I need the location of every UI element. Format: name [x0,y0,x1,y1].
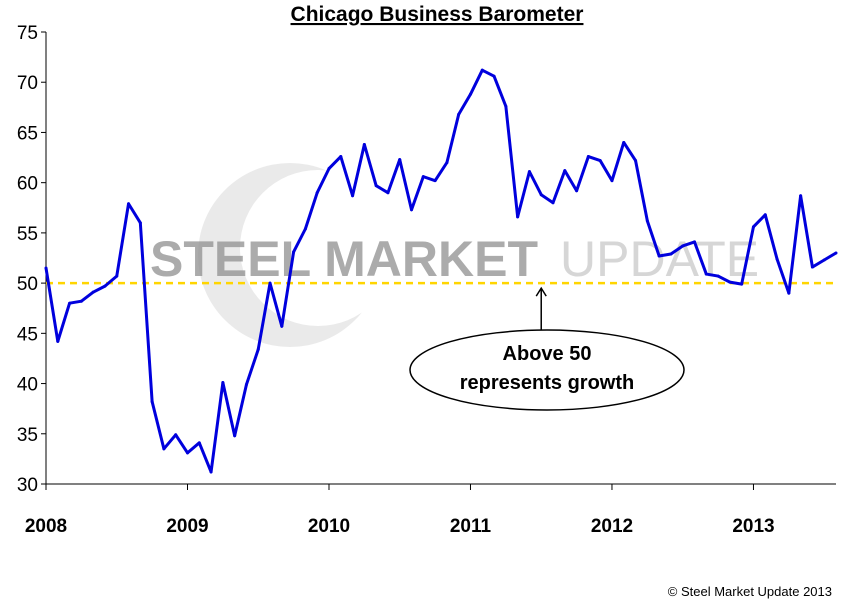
data-point [127,202,131,206]
data-point [716,274,720,278]
data-point [669,252,673,256]
y-tick-label: 45 [17,324,38,345]
data-point [233,434,237,438]
data-point [834,251,838,255]
data-point [315,191,319,195]
data-point [810,265,814,269]
data-point [209,470,213,474]
data-point [645,219,649,223]
data-point [787,291,791,295]
y-tick-label: 75 [17,23,38,44]
annotation-ellipse [409,329,685,411]
data-point [751,225,755,229]
data-point [79,299,83,303]
data-point [115,274,119,278]
watermark-circle-inner [240,170,396,326]
data-point [799,194,803,198]
copyright: © Steel Market Update 2013 [667,584,832,599]
y-tick-label: 40 [17,375,38,396]
data-point [457,112,461,116]
data-point [575,189,579,193]
annotation-line-1: Above 50 [503,343,592,365]
data-point [244,383,248,387]
data-point [221,381,225,385]
x-tick-label: 2011 [450,516,492,537]
data-point [162,447,166,451]
data-point [56,339,60,343]
data-point [174,433,178,437]
data-point [362,142,366,146]
watermark: STEEL MARKET UPDATE [150,163,759,347]
data-point [504,104,508,108]
x-tick-label: 2008 [25,516,67,537]
data-point [539,193,543,197]
x-tick-label: 2013 [732,516,774,537]
data-point [91,290,95,294]
watermark-text-light: UPDATE [560,231,759,287]
data-point [103,284,107,288]
data-point [563,169,567,173]
y-tick-label: 65 [17,123,38,144]
y-tick-label: 35 [17,425,38,446]
data-point [480,68,484,72]
data-point [398,158,402,162]
y-tick-label: 70 [17,73,38,94]
y-tick-label: 55 [17,224,38,245]
y-tick-label: 60 [17,174,38,195]
data-point [386,191,390,195]
data-point [44,266,48,270]
data-point [374,184,378,188]
data-point [433,179,437,183]
data-point [492,74,496,78]
data-point [256,347,260,351]
data-point [822,258,826,262]
series-line [44,68,837,474]
data-point [327,167,331,171]
y-tick-label: 30 [17,475,38,496]
data-point [763,213,767,217]
chart-title: Chicago Business Barometer [291,3,584,26]
data-point [280,324,284,328]
x-tick-label: 2010 [308,516,350,537]
data-point [138,221,142,225]
data-point [445,161,449,165]
data-point [421,175,425,179]
data-point [610,179,614,183]
data-point [351,194,355,198]
data-point [740,282,744,286]
data-point [410,208,414,212]
data-point [657,254,661,258]
watermark-text-bold: STEEL MARKET [150,231,538,287]
data-point [185,451,189,455]
data-point [268,281,272,285]
data-point [527,170,531,174]
data-point [468,92,472,96]
data-point [339,155,343,159]
annotation-arrow-head-icon [535,286,547,297]
data-point [586,155,590,159]
data-point [634,159,638,163]
data-point [516,215,520,219]
data-point [303,227,307,231]
data-point [704,272,708,276]
data-point [775,257,779,261]
x-tick-label: 2012 [591,516,633,537]
annotation-line-2: represents growth [460,372,634,394]
data-point [681,244,685,248]
data-point [197,441,201,445]
data-point [728,280,732,284]
data-point [622,140,626,144]
x-tick-label: 2009 [166,516,208,537]
data-point [150,400,154,404]
data-point [292,250,296,254]
data-point [598,159,602,163]
data-point [693,240,697,244]
data-point [551,201,555,205]
y-tick-label: 50 [17,274,38,295]
data-point [68,301,72,305]
annotation: Above 50 represents growth [409,286,685,411]
